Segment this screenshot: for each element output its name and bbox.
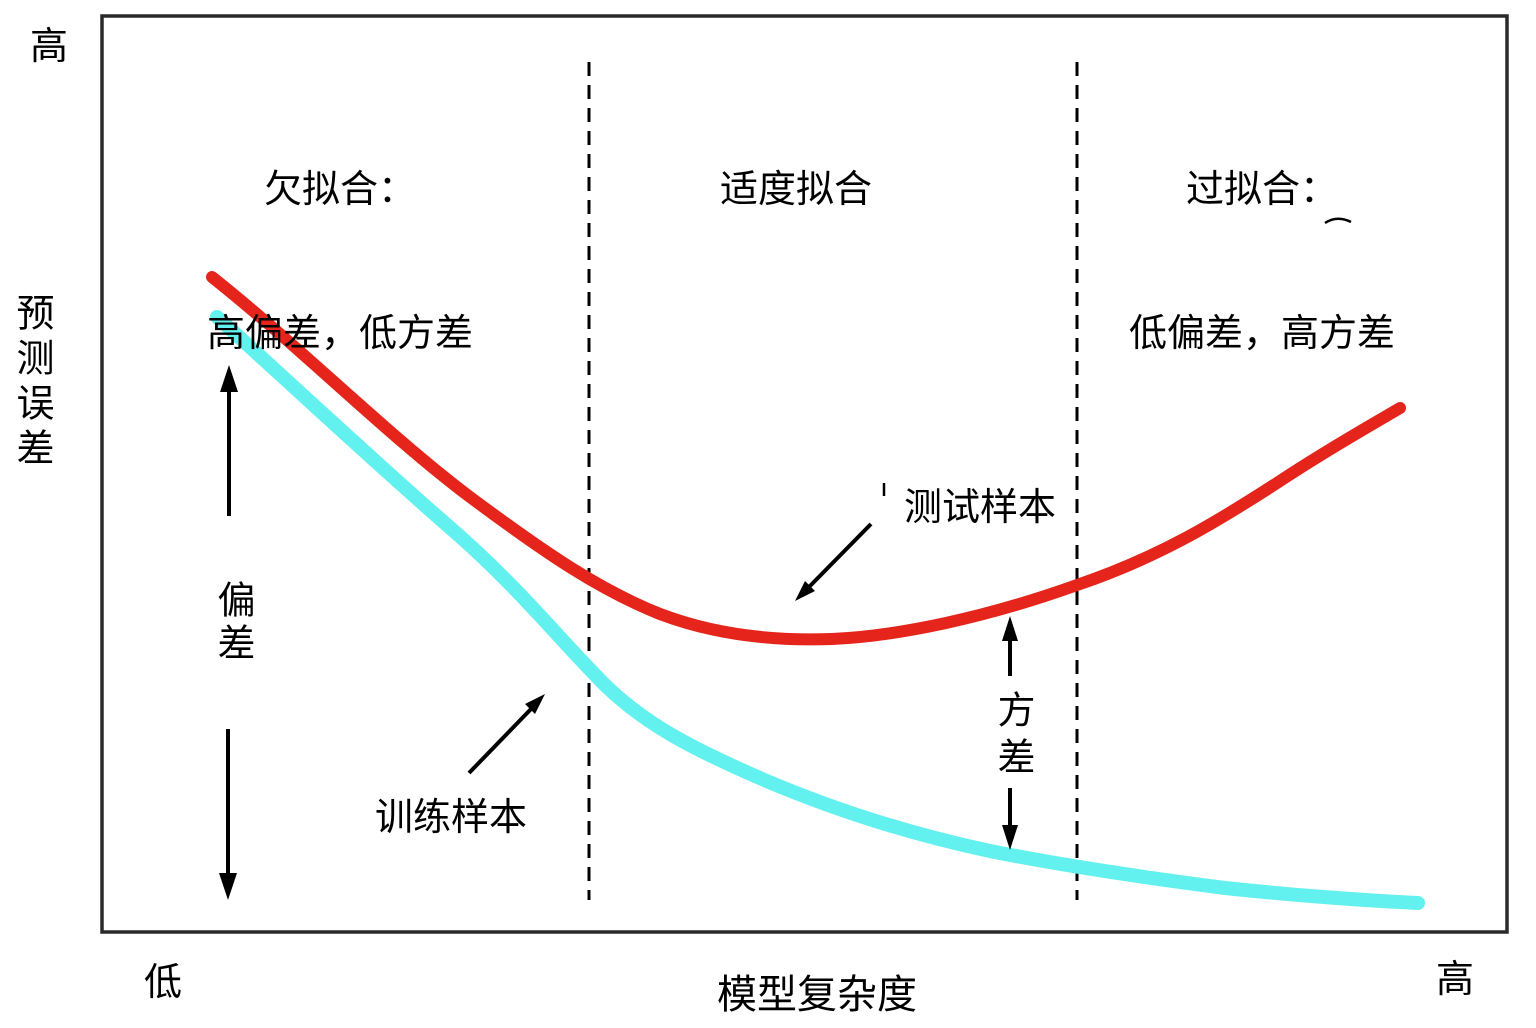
y-axis-high-label: 高	[30, 26, 69, 68]
region-goodfit-title: 适度拟合	[719, 169, 872, 211]
region-underfit-subtitle: 高偏差，低方差	[206, 313, 473, 355]
x-axis-high-label: 高	[1436, 959, 1475, 1001]
region-underfit-title: 欠拟合：	[263, 169, 416, 211]
x-axis-title: 模型复杂度	[717, 972, 917, 1017]
region-overfit-title: 过拟合：	[1185, 169, 1338, 211]
y-axis-title: 预测误差	[10, 293, 52, 473]
train-label-arrow	[467, 694, 545, 775]
region-overfit-label: 过拟合： 低偏差，高方差	[1042, 70, 1482, 454]
region-goodfit-label: 适度拟合	[576, 70, 1016, 406]
region-overfit-subtitle: 低偏差，高方差	[1128, 313, 1395, 355]
test-curve-label: 测试样本	[903, 487, 1056, 529]
x-axis-low-label: 低	[144, 962, 183, 1004]
bias-annotation: 偏差	[211, 580, 253, 666]
variance-down-arrow	[1002, 788, 1018, 850]
bias-down-arrow	[219, 729, 237, 900]
variance-up-arrow	[1002, 616, 1018, 676]
region-underfit-label: 欠拟合： 高偏差，低方差	[120, 70, 560, 454]
train-curve-label: 训练样本	[374, 797, 527, 839]
test-label-arrow	[795, 522, 873, 601]
variance-annotation: 方差	[991, 690, 1033, 784]
